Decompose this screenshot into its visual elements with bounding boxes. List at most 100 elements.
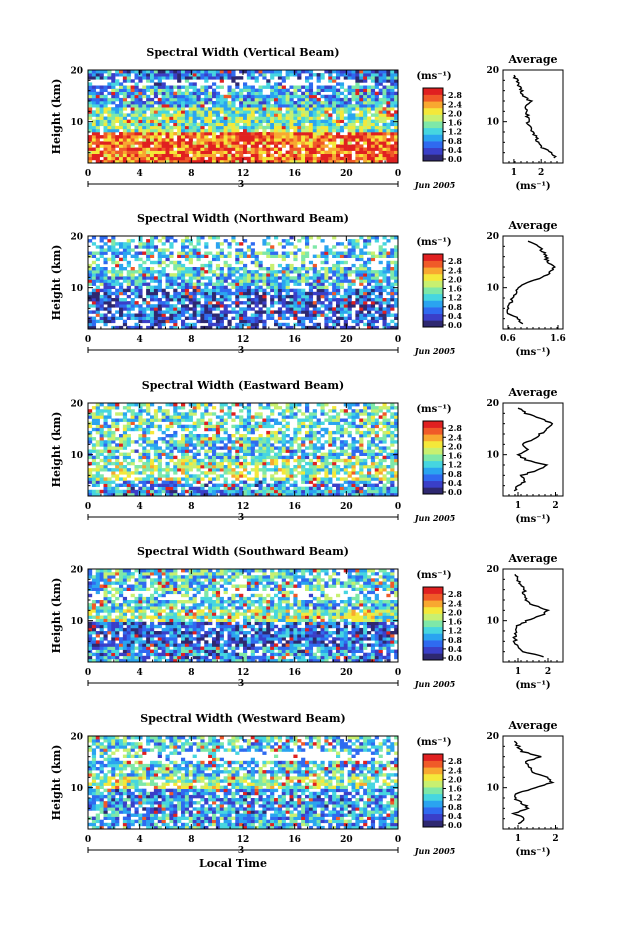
heatmap-cell [246, 273, 252, 277]
heatmap-cell [351, 471, 356, 475]
heatmap-cell [111, 116, 116, 120]
heatmap-cell [219, 316, 224, 320]
heatmap-cell [281, 245, 286, 249]
heatmap-cell [394, 135, 399, 139]
heatmap-cell [227, 276, 232, 280]
heatmap-cell [215, 452, 221, 456]
heatmap-cell [107, 156, 112, 161]
heatmap-cell [165, 236, 170, 240]
heatmap-cell [289, 474, 294, 478]
heatmap-cell [363, 119, 368, 123]
heatmap-cell [208, 486, 213, 491]
heatmap-cell [126, 91, 131, 96]
heatmap-cell [188, 301, 193, 305]
heatmap-cell [169, 480, 174, 484]
heatmap-cell [146, 88, 151, 92]
heatmap-cell [343, 254, 348, 258]
heatmap-cell [274, 110, 279, 114]
heatmap-cell [274, 147, 279, 151]
heatmap-cell [355, 254, 360, 258]
heatmap-cell [312, 97, 317, 102]
heatmap-cell [150, 147, 155, 151]
heatmap-cell [374, 138, 379, 142]
heatmap-cell [394, 486, 399, 491]
colorbar-segment [423, 280, 443, 288]
heatmap-cell [208, 446, 213, 450]
heatmap-cell [130, 307, 135, 311]
heatmap-cell [347, 128, 352, 133]
heatmap-cell [215, 440, 221, 444]
heatmap-cell [343, 260, 348, 265]
heatmap-cell [227, 489, 232, 494]
heatmap-cell [184, 153, 190, 158]
heatmap-cell [188, 273, 193, 277]
heatmap-cell [134, 138, 139, 142]
heatmap-cell [107, 159, 112, 164]
heatmap-cell [328, 468, 333, 472]
heatmap-cell [386, 285, 391, 289]
heatmap-cell [99, 458, 104, 463]
heatmap-cell [266, 156, 271, 161]
heatmap-cell [378, 251, 383, 255]
heatmap-cell [161, 254, 166, 258]
heatmap-cell [250, 449, 255, 453]
heatmap-cell [169, 101, 174, 105]
heatmap-cell [336, 477, 341, 481]
heatmap-cell [277, 135, 283, 139]
heatmap-cell [200, 492, 205, 497]
heatmap-cell [107, 245, 112, 249]
heatmap-cell [250, 132, 255, 136]
heatmap-cell [165, 492, 170, 497]
heatmap-cell [355, 132, 360, 136]
heatmap-cell [312, 125, 317, 130]
heatmap-cell [281, 273, 286, 277]
heatmap-cell [181, 477, 186, 481]
heatmap-cell [254, 70, 259, 74]
heatmap-cell [122, 119, 128, 123]
heatmap-cell [223, 107, 228, 111]
heatmap-cell [115, 94, 120, 99]
heatmap-cell [386, 486, 391, 491]
heatmap-cell [150, 122, 155, 127]
heatmap-cell [339, 468, 345, 472]
heatmap-cell [126, 455, 131, 460]
heatmap-cell [374, 443, 379, 447]
heatmap-cell [274, 446, 279, 450]
heatmap-cell [281, 267, 286, 271]
heatmap-cell [258, 443, 263, 447]
heatmap-cell [188, 313, 193, 317]
heatmap-cell [320, 125, 325, 130]
heatmap-cell [188, 91, 193, 96]
heatmap-cell [390, 88, 395, 92]
heatmap-cell [324, 88, 329, 92]
heatmap-cell [173, 267, 178, 271]
heatmap-cell [235, 156, 240, 161]
heatmap-cell [107, 279, 112, 283]
heatmap-cell [138, 153, 143, 158]
heatmap-cell [270, 91, 275, 96]
heatmap-cell [200, 141, 205, 145]
heatmap-cell [231, 279, 236, 283]
heatmap-cell [150, 458, 155, 463]
heatmap-cell [339, 443, 345, 447]
heatmap-cell [363, 316, 368, 320]
heatmap-cell [374, 135, 379, 139]
heatmap-cell [277, 285, 283, 289]
heatmap-cell [274, 276, 279, 280]
heatmap-cell [196, 465, 201, 469]
heatmap-cell [146, 135, 151, 139]
heatmap-cell [339, 492, 345, 497]
heatmap-cell [192, 254, 197, 258]
heatmap-cell [177, 443, 182, 447]
heatmap-cell [223, 486, 228, 491]
heatmap-cell [103, 267, 108, 271]
heatmap-cell [339, 260, 345, 265]
heatmap-cell [91, 138, 97, 142]
heatmap-cell [223, 483, 228, 487]
heatmap-cell [332, 273, 337, 277]
heatmap-cell [305, 236, 310, 240]
heatmap-cell [382, 94, 387, 99]
heatmap-cell [297, 76, 302, 80]
heatmap-cell [91, 254, 97, 258]
heatmap-cell [308, 319, 314, 324]
